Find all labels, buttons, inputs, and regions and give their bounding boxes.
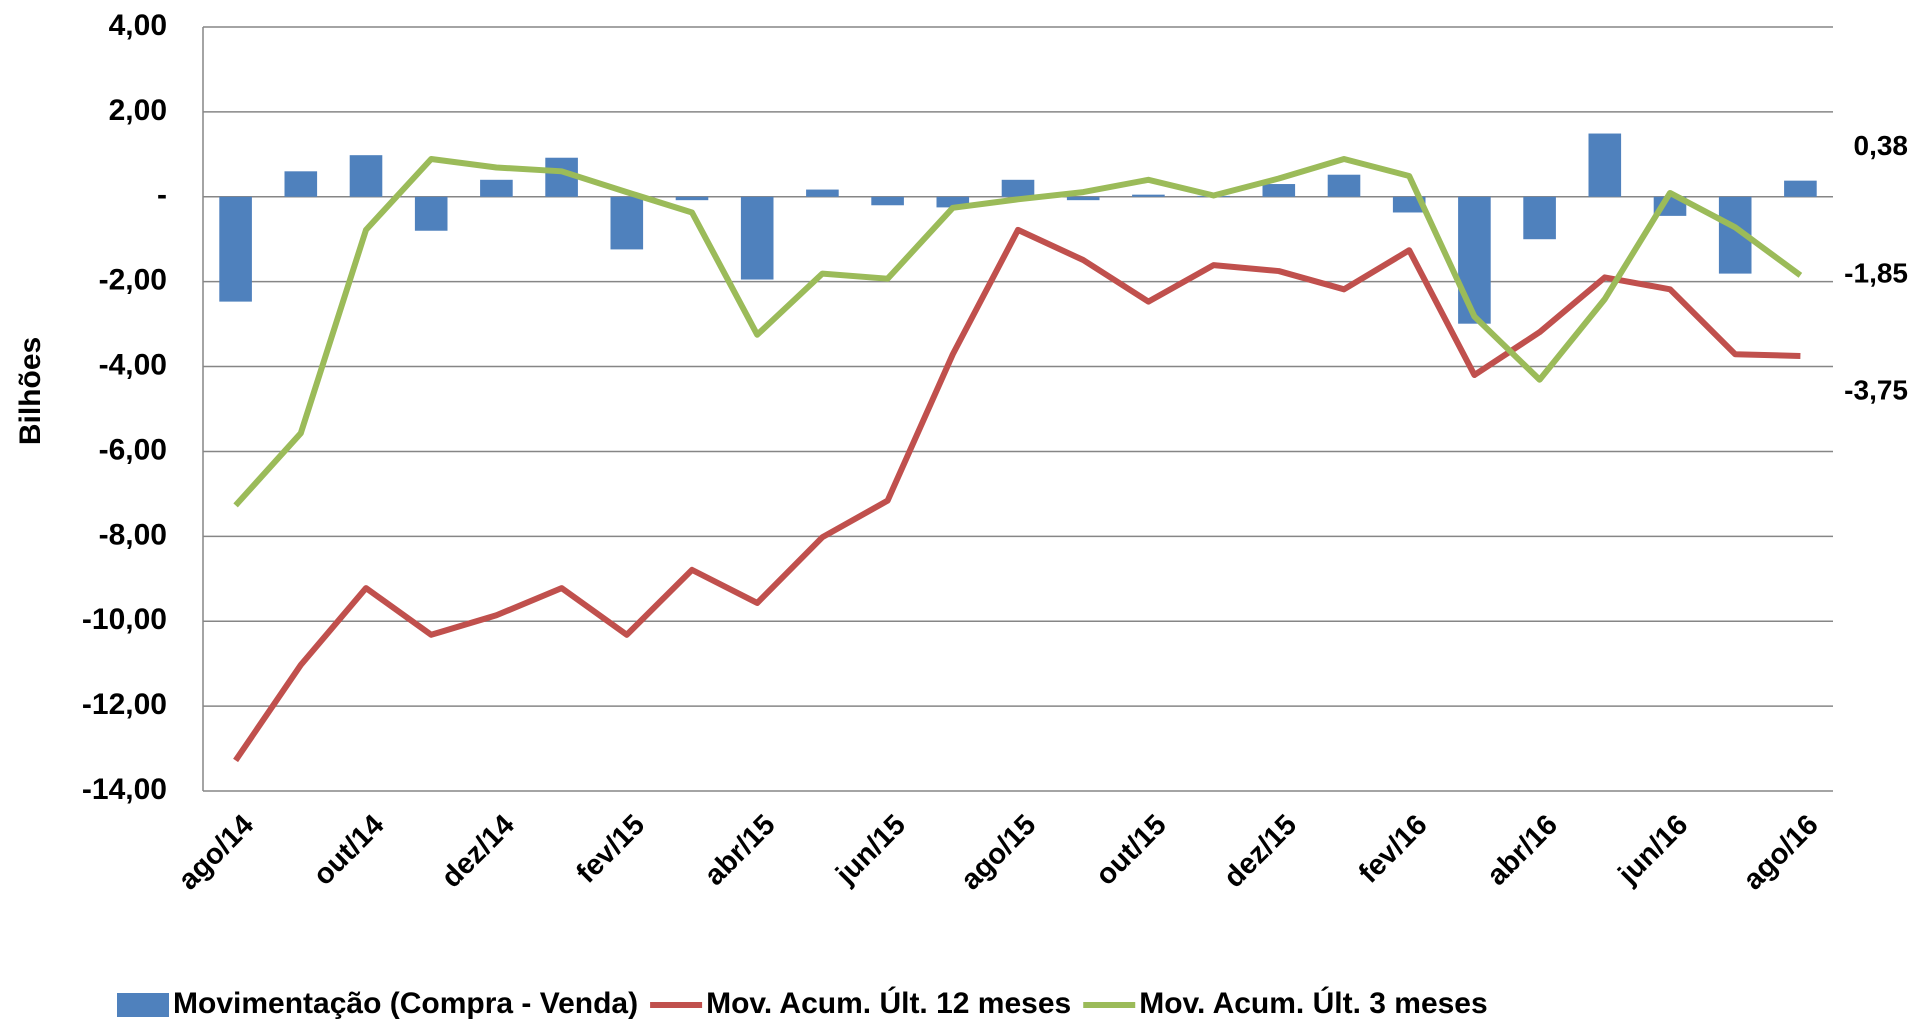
bar [1327, 174, 1361, 197]
legend-label: Mov. Acum. Últ. 12 meses [706, 986, 1071, 1020]
bar [349, 155, 383, 197]
x-tick-label: fev/16 [1353, 809, 1434, 890]
legend-label: Mov. Acum. Últ. 3 meses [1139, 986, 1487, 1020]
bar [1001, 179, 1035, 197]
x-tick-label: dez/15 [1218, 809, 1303, 894]
bar [1523, 196, 1556, 240]
data-label: 0,38 [1854, 130, 1909, 161]
x-tick-label: jun/15 [829, 809, 912, 892]
y-tick-label: 2,00 [109, 94, 167, 127]
x-tick-label: out/15 [1090, 809, 1173, 892]
legend-swatch [117, 993, 169, 1017]
bar [1588, 133, 1622, 197]
y-tick-label: -6,00 [99, 433, 167, 466]
y-tick-label: -10,00 [82, 603, 167, 636]
bar [1458, 196, 1491, 324]
bar [284, 171, 318, 197]
x-tick-label: jun/16 [1612, 809, 1695, 892]
bar [1784, 180, 1817, 197]
bar [1132, 194, 1165, 197]
bar [675, 196, 709, 201]
x-tick-label: out/14 [307, 809, 390, 892]
line [233, 156, 1803, 508]
bar [1066, 196, 1100, 201]
line [233, 226, 1801, 763]
bar [219, 196, 252, 302]
y-tick-label: -14,00 [82, 773, 167, 806]
data-label: -3,75 [1844, 374, 1908, 405]
x-tick-label: dez/14 [435, 809, 520, 894]
y-tick-label: -4,00 [99, 348, 167, 381]
x-tick-label: ago/15 [955, 809, 1043, 897]
bar [1392, 196, 1426, 213]
bar [806, 189, 839, 197]
y-tick-label: - [157, 179, 167, 212]
x-tick-label: fev/15 [570, 809, 651, 890]
data-label: -1,85 [1844, 258, 1908, 289]
x-tick-label: abr/15 [699, 809, 782, 892]
y-tick-label: 4,00 [109, 9, 167, 42]
y-tick-label: -12,00 [82, 688, 167, 721]
y-axis-title: Bilhões [14, 337, 47, 445]
bar [414, 196, 448, 231]
bar [610, 196, 644, 250]
x-tick-label: ago/14 [172, 809, 260, 897]
legend-label: Movimentação (Compra - Venda) [173, 987, 638, 1020]
bar [871, 196, 904, 206]
x-tick-label: ago/16 [1737, 809, 1825, 897]
y-tick-label: -2,00 [99, 264, 167, 297]
bar [740, 196, 774, 280]
x-tick-label: abr/16 [1481, 809, 1564, 892]
bar [936, 196, 970, 208]
bar [1262, 184, 1296, 197]
y-tick-label: -8,00 [99, 518, 167, 551]
bar [480, 179, 513, 197]
